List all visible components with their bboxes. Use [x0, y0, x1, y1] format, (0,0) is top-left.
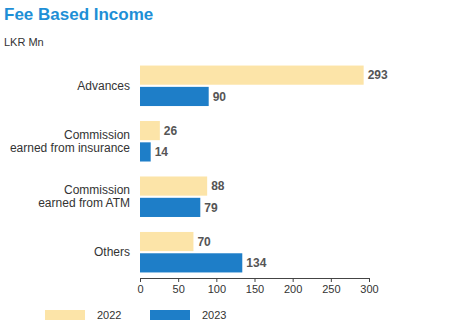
category-label-line: Others [94, 245, 130, 259]
legend: 2022 2023 [45, 309, 226, 321]
tick-mark [369, 278, 370, 282]
category-label-line: Commission [64, 128, 130, 142]
bars [140, 66, 364, 273]
bar [140, 176, 207, 195]
category-label-line: earned from ATM [38, 196, 130, 210]
category-label-line: earned from insurance [10, 141, 130, 155]
tick-label: 300 [360, 283, 378, 295]
category-label: Commissionearned from ATM [38, 183, 130, 210]
tick-mark [255, 278, 256, 282]
category-label-line: Advances [77, 79, 130, 93]
x-axis: 0 50 100 150 200 250 300 [137, 278, 378, 295]
legend-swatch [45, 310, 85, 320]
bar [140, 66, 364, 85]
subtitle: LKR Mn [4, 36, 44, 48]
tick-mark [140, 278, 141, 282]
tick-label: 0 [137, 283, 143, 295]
tick: 100 [208, 278, 226, 295]
bar [140, 142, 151, 161]
legend-label: 2022 [97, 309, 121, 321]
bar [140, 198, 200, 217]
tick: 50 [173, 278, 185, 295]
legend-swatch [150, 310, 190, 320]
bar [140, 87, 209, 106]
tick-label: 50 [173, 283, 185, 295]
data-label: 293 [368, 68, 388, 82]
tick-mark [178, 278, 179, 282]
tick-label: 150 [246, 283, 264, 295]
category-label: Advances [77, 79, 130, 93]
bar [140, 253, 242, 272]
tick-label: 200 [284, 283, 302, 295]
tick-mark [293, 278, 294, 282]
tick: 0 [137, 278, 143, 295]
tick-mark [216, 278, 217, 282]
data-label: 79 [204, 201, 218, 215]
tick: 300 [360, 278, 378, 295]
tick: 200 [284, 278, 302, 295]
tick-label: 100 [208, 283, 226, 295]
legend-label: 2023 [202, 309, 226, 321]
chart: Fee Based Income LKR Mn 293 26 88 70 90 14 79 134… [0, 0, 466, 323]
category-label-line: Commission [64, 183, 130, 197]
bar [140, 232, 193, 251]
data-label: 90 [213, 90, 227, 104]
category-label: Commissionearned from insurance [10, 128, 130, 155]
tick-label: 250 [322, 283, 340, 295]
tick: 250 [322, 278, 340, 295]
tick-mark [331, 278, 332, 282]
category-label: Others [94, 245, 130, 259]
bar [140, 121, 160, 140]
data-label: 14 [155, 145, 169, 159]
data-label: 88 [211, 179, 225, 193]
tick: 150 [246, 278, 264, 295]
axis-line [141, 279, 370, 283]
data-label: 26 [164, 124, 178, 138]
title: Fee Based Income [4, 5, 153, 24]
data-label: 134 [246, 256, 266, 270]
data-label: 70 [197, 235, 211, 249]
